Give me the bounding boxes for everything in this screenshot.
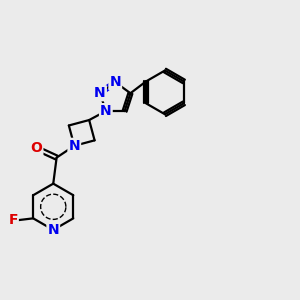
Text: N: N xyxy=(47,223,59,237)
Text: N: N xyxy=(110,75,121,89)
Text: O: O xyxy=(31,141,42,155)
Text: N: N xyxy=(100,104,112,118)
Text: N: N xyxy=(68,139,80,153)
Text: N: N xyxy=(94,86,106,100)
Text: F: F xyxy=(8,214,18,227)
